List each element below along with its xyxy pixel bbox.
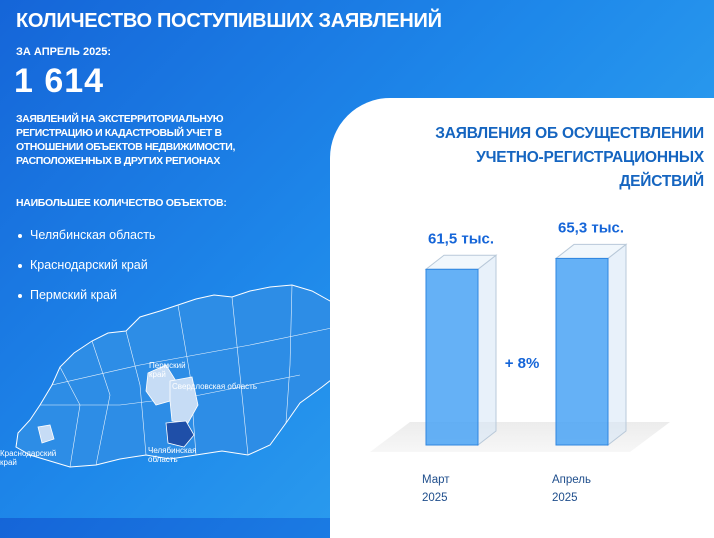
russia-map bbox=[15, 284, 357, 468]
map-label-perm: Пермский край bbox=[149, 361, 186, 379]
region-item: Пермский край bbox=[16, 288, 155, 318]
sverdlovsk-region bbox=[169, 376, 199, 424]
region-item: Челябинская область bbox=[16, 228, 155, 258]
page-title: КОЛИЧЕСТВО ПОСТУПИВШИХ ЗАЯВЛЕНИЙ bbox=[16, 10, 442, 32]
total-description: ЗАЯВЛЕНИЙ НА ЭКСТЕРРИТОРИАЛЬНУЮ РЕГИСТРА… bbox=[16, 113, 235, 167]
chelyabinsk-region bbox=[165, 420, 195, 448]
bar bbox=[555, 257, 609, 446]
map-label-chelyabinsk: Челябинская область bbox=[148, 446, 197, 464]
region-item: Краснодарский край bbox=[16, 258, 155, 288]
growth-annotation: + 8% bbox=[505, 355, 540, 372]
top-regions-list: Челябинская область Краснодарский край П… bbox=[16, 228, 155, 318]
region-label: Пермский край bbox=[30, 288, 117, 302]
period-label: ЗА АПРЕЛЬ 2025: bbox=[16, 46, 112, 58]
chart-card bbox=[330, 98, 714, 538]
top-regions-title: НАИБОЛЬШЕЕ КОЛИЧЕСТВО ОБЪЕКТОВ: bbox=[16, 197, 227, 209]
bar-side bbox=[477, 254, 497, 447]
bullet-icon bbox=[18, 234, 22, 238]
category-label: Март bbox=[422, 474, 450, 486]
chart-title: ЗАЯВЛЕНИЯ ОБ ОСУЩЕСТВЛЕНИИ УЧЕТНО-РЕГИСТ… bbox=[435, 125, 704, 190]
bullet-icon bbox=[18, 264, 22, 268]
bar-value-label: 61,5 тыс. bbox=[428, 230, 494, 247]
category-label: 2025 bbox=[422, 492, 448, 504]
bullet-icon bbox=[18, 294, 22, 298]
bar-chart: 61,5 тыс. Март 2025 65,3 тыс. Апрель 2025 + 8… bbox=[370, 219, 670, 504]
map-label-sverdlovsk: Свердловская область bbox=[172, 382, 257, 391]
bar-side bbox=[607, 243, 627, 447]
map-label-krasnodar: Краснодарский край bbox=[0, 449, 57, 467]
total-count: 1 614 bbox=[14, 62, 105, 100]
region-label: Краснодарский край bbox=[30, 258, 148, 272]
bar-value-label: 65,3 тыс. bbox=[558, 219, 624, 236]
category-label: Апрель bbox=[552, 474, 591, 486]
category-label: 2025 bbox=[552, 492, 578, 504]
krasnodar-region bbox=[37, 424, 55, 444]
region-label: Челябинская область bbox=[30, 228, 156, 242]
bar bbox=[425, 268, 479, 446]
